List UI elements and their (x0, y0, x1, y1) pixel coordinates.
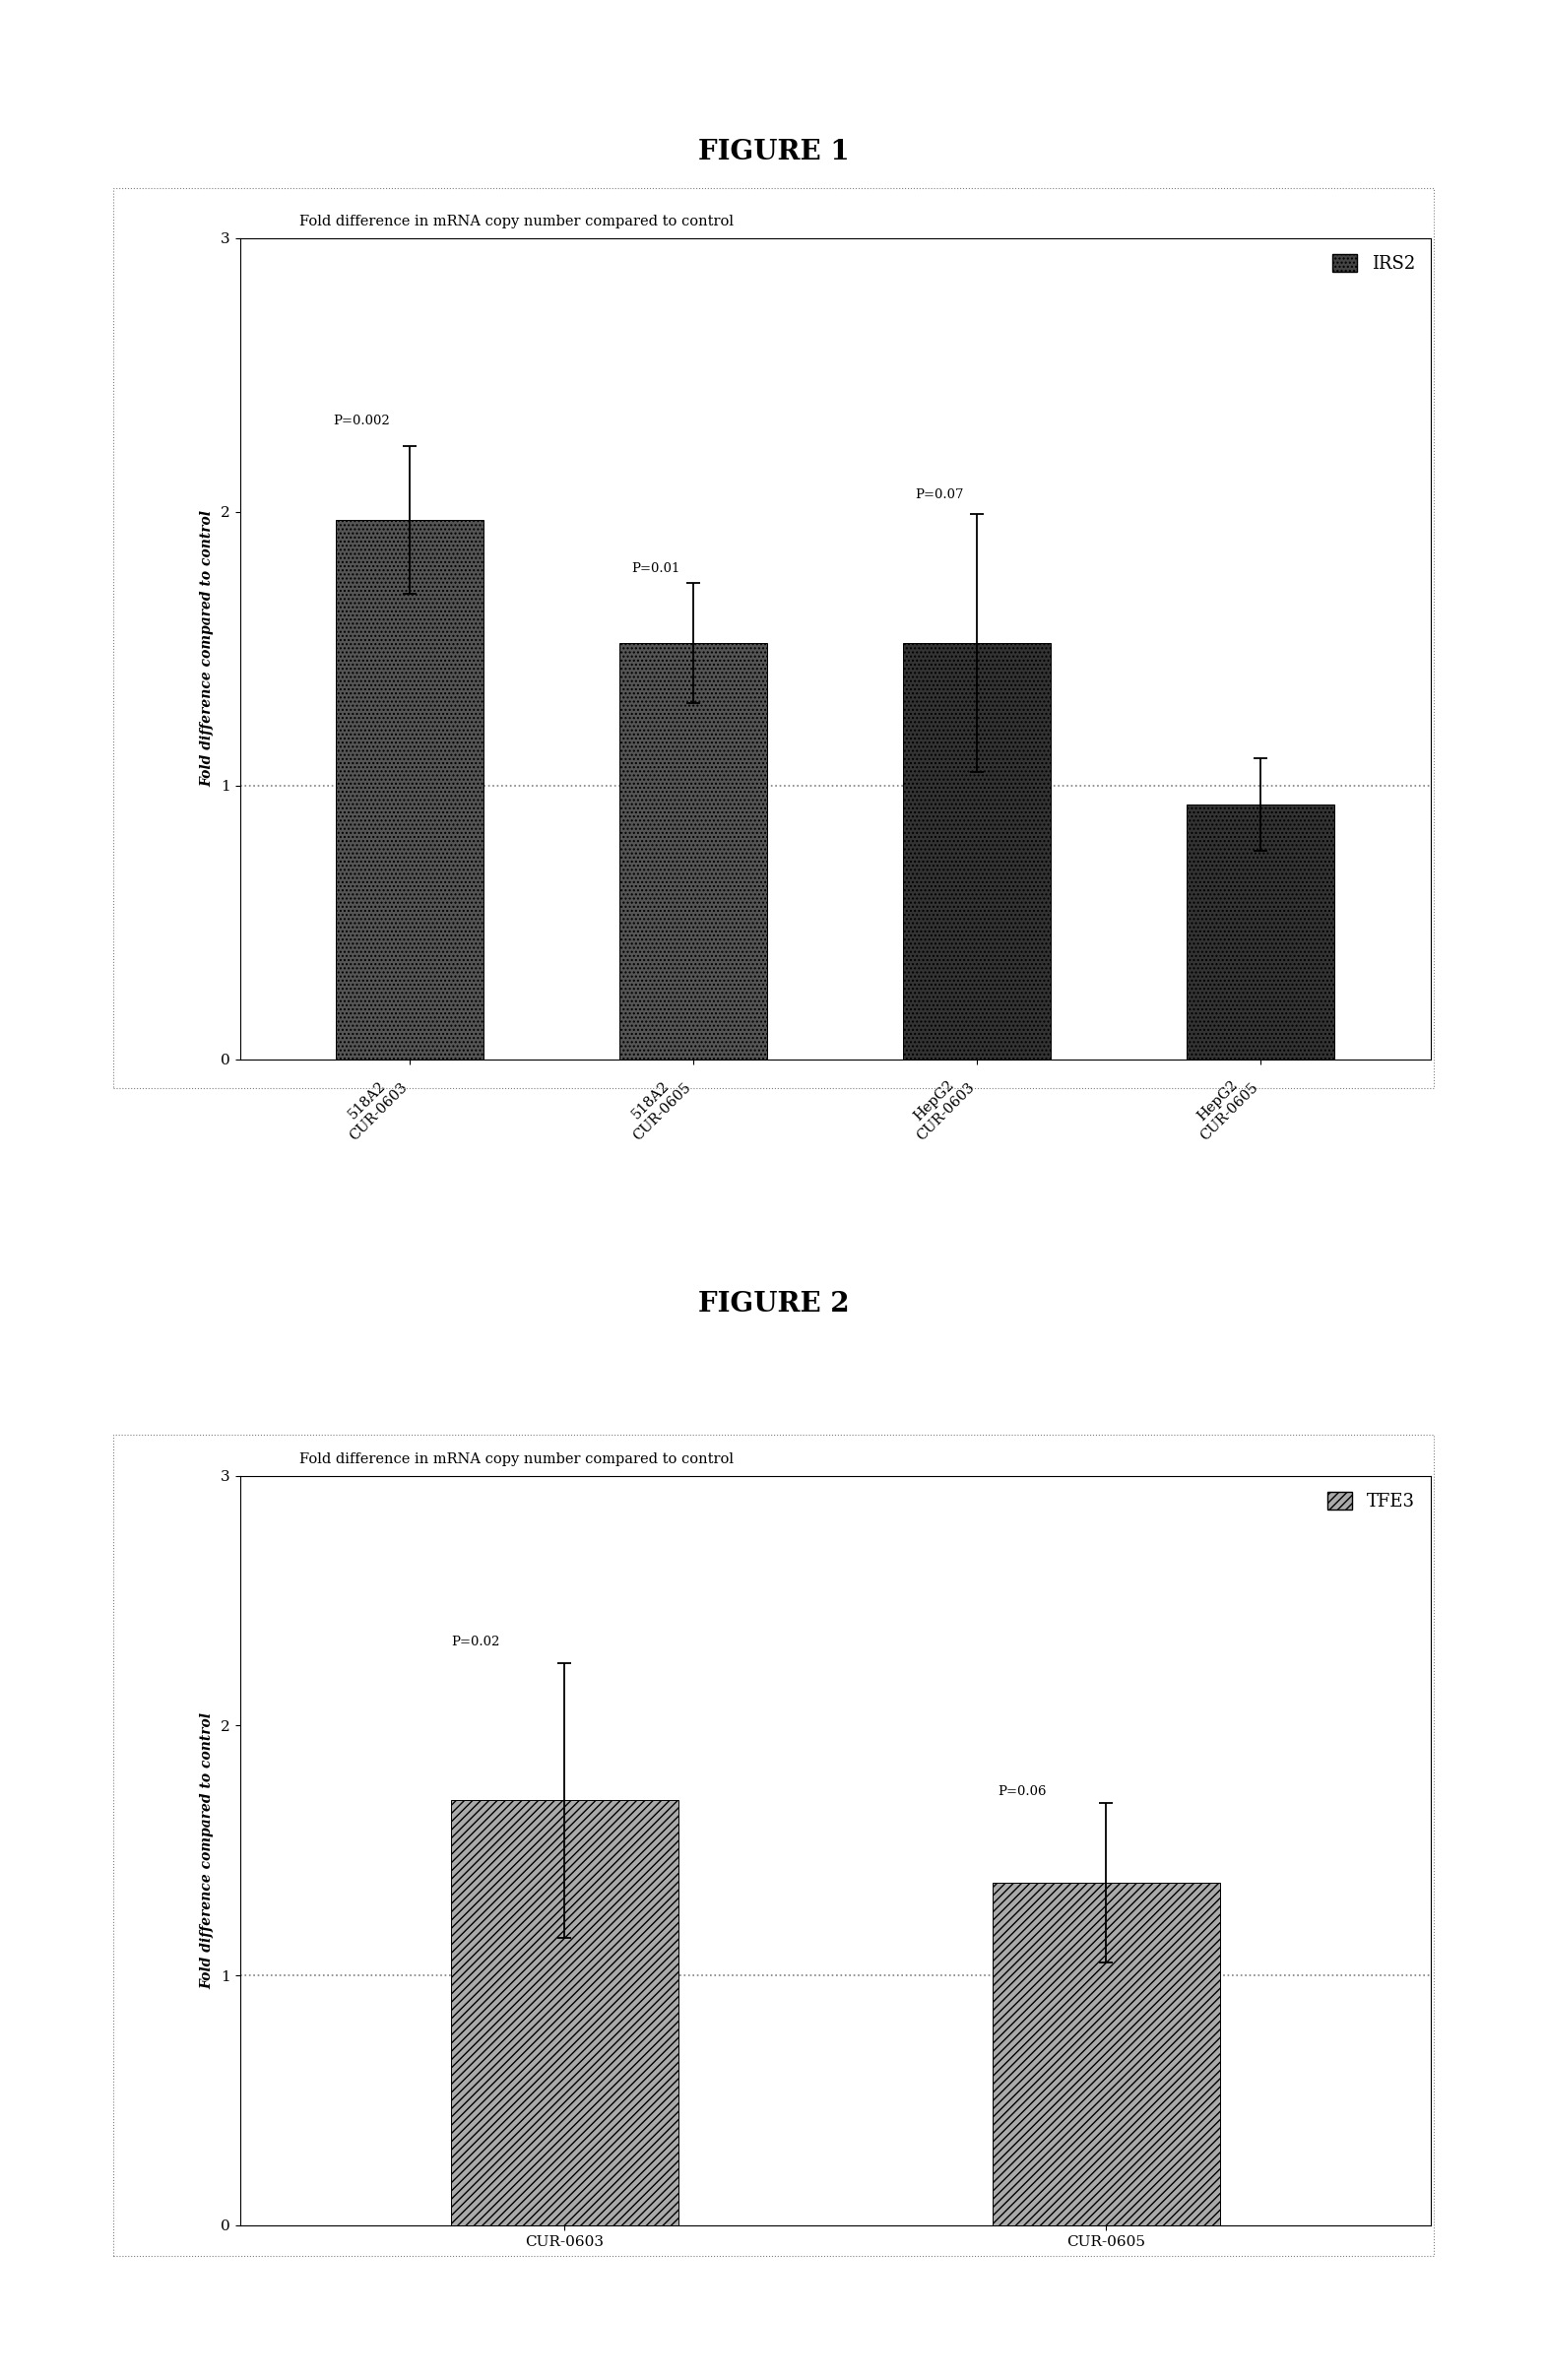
Text: Fold difference in mRNA copy number compared to control: Fold difference in mRNA copy number comp… (299, 214, 733, 228)
Legend: IRS2: IRS2 (1326, 248, 1422, 281)
Bar (450, 1802, 678, 2225)
Bar (1187, 804, 1335, 1059)
Bar (903, 643, 1050, 1059)
Bar (620, 643, 767, 1059)
Text: P=0.02: P=0.02 (450, 1635, 500, 1649)
Text: P=0.002: P=0.002 (333, 414, 390, 426)
Text: P=0.01: P=0.01 (631, 562, 679, 576)
Bar (992, 1883, 1219, 2225)
Y-axis label: Fold difference compared to control: Fold difference compared to control (200, 509, 213, 788)
Text: P=0.07: P=0.07 (914, 488, 964, 500)
Text: P=0.06: P=0.06 (998, 1785, 1047, 1799)
Text: FIGURE 2: FIGURE 2 (698, 1290, 849, 1319)
Legend: TFE3: TFE3 (1321, 1485, 1422, 1518)
Text: FIGURE 1: FIGURE 1 (698, 138, 849, 167)
Bar (336, 519, 484, 1059)
Text: Fold difference in mRNA copy number compared to control: Fold difference in mRNA copy number comp… (299, 1452, 733, 1466)
Y-axis label: Fold difference compared to control: Fold difference compared to control (200, 1711, 213, 1990)
